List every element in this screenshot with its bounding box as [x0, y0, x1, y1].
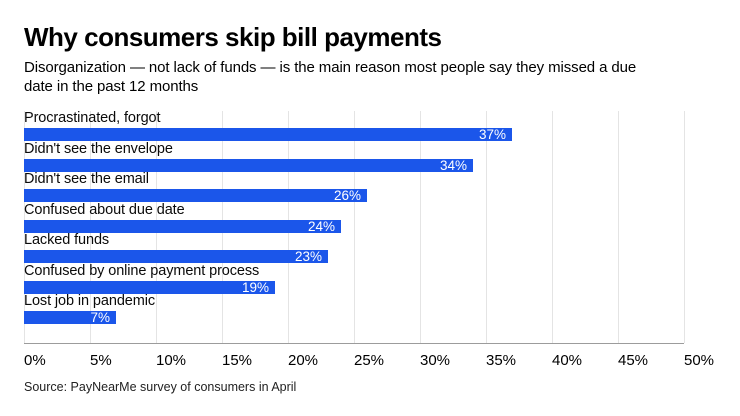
x-axis-tick-label: 10% — [156, 352, 187, 369]
bar: 24% — [24, 220, 341, 233]
category-label: Lacked funds — [24, 232, 110, 248]
bar: 37% — [24, 128, 512, 141]
gridline — [684, 111, 685, 343]
gridline — [552, 111, 553, 343]
chart-title: Why consumers skip bill payments — [24, 22, 442, 52]
bar: 19% — [24, 281, 275, 294]
gridline — [420, 111, 421, 343]
chart-subtitle-line2: date in the past 12 months — [24, 78, 199, 95]
bar: 7% — [24, 311, 116, 324]
bar-value-label: 24% — [307, 219, 335, 234]
source-note: Source: PayNearMe survey of consumers in… — [24, 380, 297, 394]
bar-value-label: 7% — [90, 310, 110, 325]
x-axis-line — [24, 343, 684, 344]
x-axis-tick-label: 0% — [24, 352, 46, 369]
bar: 23% — [24, 250, 328, 263]
x-axis-tick-label: 35% — [486, 352, 517, 369]
x-axis-tick-label: 45% — [618, 352, 649, 369]
x-axis-tick-label: 15% — [222, 352, 253, 369]
chart-subtitle-line1: Disorganization — not lack of funds — is… — [24, 59, 637, 76]
gridline — [354, 111, 355, 343]
bar-value-label: 23% — [294, 249, 322, 264]
x-axis-tick-label: 25% — [354, 352, 385, 369]
gridline — [618, 111, 619, 343]
bar: 34% — [24, 159, 473, 172]
chart-subtitle: Disorganization — not lack of funds — is… — [24, 58, 636, 96]
x-axis-tick-label: 20% — [288, 352, 319, 369]
category-label: Lost job in pandemic — [24, 293, 155, 309]
category-label: Didn't see the envelope — [24, 141, 173, 157]
bar-value-label: 34% — [439, 158, 467, 173]
bar-value-label: 26% — [333, 188, 361, 203]
bar-value-label: 37% — [478, 127, 506, 142]
category-label: Confused by online payment process — [24, 263, 260, 279]
category-label: Confused about due date — [24, 202, 185, 218]
x-axis-tick-label: 30% — [420, 352, 451, 369]
category-label: Procrastinated, forgot — [24, 110, 161, 126]
bar: 26% — [24, 189, 367, 202]
category-label: Didn't see the email — [24, 171, 149, 187]
x-axis-tick-label: 5% — [90, 352, 112, 369]
bar-value-label: 19% — [241, 280, 269, 295]
x-axis-tick-label: 50% — [684, 352, 715, 369]
gridline — [486, 111, 487, 343]
x-axis-tick-label: 40% — [552, 352, 583, 369]
